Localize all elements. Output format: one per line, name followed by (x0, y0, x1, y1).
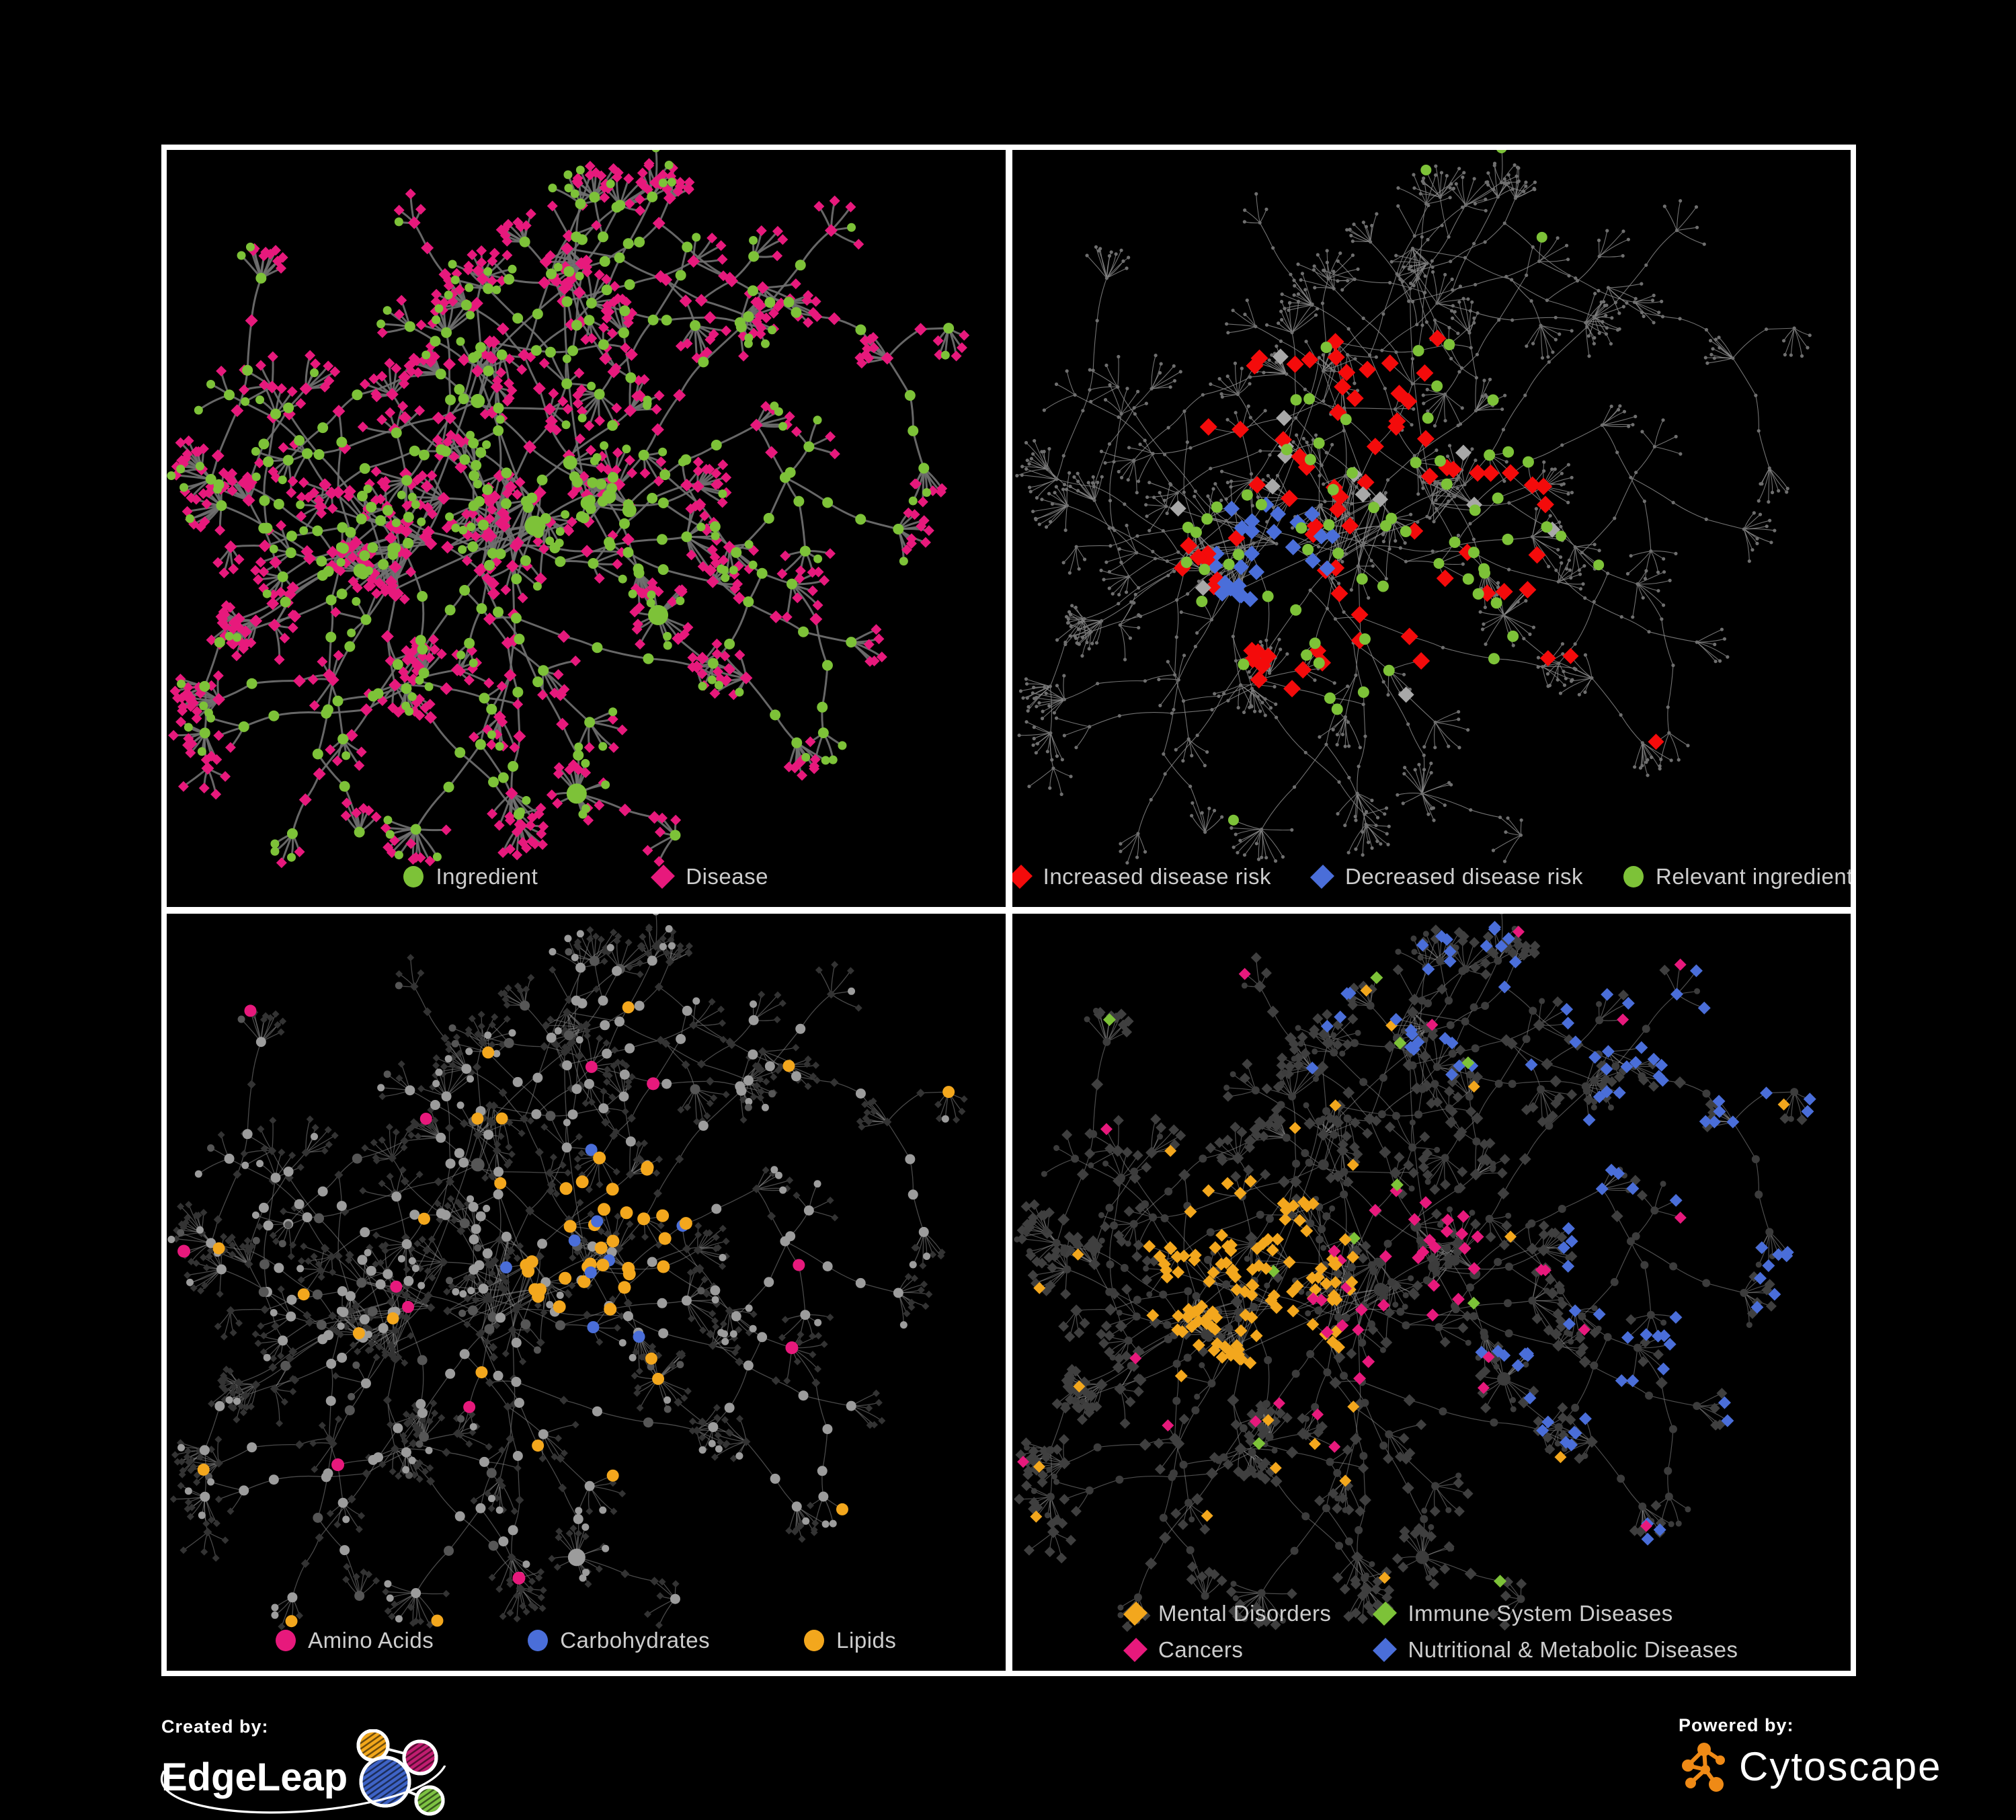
created-by-label: Created by: (161, 1716, 269, 1737)
legend-label: Lipids (836, 1628, 897, 1653)
legend-marker-circle (528, 1630, 549, 1651)
network-graph-ingredient-disease (167, 150, 970, 869)
legend-marker-diamond (1373, 1601, 1398, 1626)
panel-disease-risk: Increased disease risk Decreased disease … (1012, 150, 1851, 907)
legend-label: Ingredient (436, 864, 538, 889)
edgeleap-logo-block: Created by: EdgeLeap (161, 1716, 447, 1817)
panel-disease-classes: Mental Disorders Immune System Diseases Ca… (1012, 914, 1851, 1671)
legend-item-increased-disease-risk: Increased disease risk (1012, 864, 1271, 889)
legend-disease-classes: Mental Disorders Immune System Diseases Ca… (1123, 1601, 1738, 1663)
cytoscape-network-icon (1682, 1743, 1725, 1792)
legend-item-amino-acids: Amino Acids (276, 1628, 434, 1653)
legend-label: Mental Disorders (1158, 1601, 1332, 1626)
legend-item-lipids: Lipids (804, 1628, 896, 1653)
legend-label: Relevant ingredient (1655, 864, 1851, 889)
legend-disease-risk: Increased disease risk Decreased disease … (1012, 864, 1851, 889)
legend-item-cancers: Cancers (1123, 1637, 1331, 1663)
legend-label: Amino Acids (308, 1628, 434, 1653)
legend-label: Nutritional & Metabolic Diseases (1408, 1637, 1738, 1662)
network-graph-disease-classes (1013, 914, 1816, 1632)
legend-marker-diamond (1309, 865, 1334, 889)
legend-label: Decreased disease risk (1344, 864, 1583, 889)
powered-by-label: Powered by: (1679, 1715, 1794, 1735)
legend-label: Disease (686, 864, 768, 889)
legend-item-decreased-disease-risk: Decreased disease risk (1309, 864, 1583, 889)
legend-marker-diamond (1123, 1638, 1148, 1662)
legend-marker-diamond (1373, 1638, 1398, 1662)
legend-ingredient-disease: Ingredient Disease (167, 864, 1006, 889)
legend-marker-circle (276, 1630, 296, 1651)
legend-item-ingredient: Ingredient (403, 864, 538, 889)
legend-nutrient-classes: Amino Acids Carbohydrates Lipids (167, 1628, 1006, 1653)
legend-item-carbohydrates: Carbohydrates (528, 1628, 710, 1653)
cytoscape-wordmark: Cytoscape (1739, 1744, 1942, 1789)
cytoscape-logo-block: Powered by: (1679, 1715, 1941, 1795)
legend-item-nutritional-metabolic-diseases: Nutritional & Metabolic Diseases (1373, 1637, 1738, 1663)
legend-marker-diamond (1012, 865, 1033, 889)
legend-label: Immune System Diseases (1408, 1601, 1673, 1626)
legend-item-immune-system-diseases: Immune System Diseases (1373, 1601, 1738, 1626)
legend-label: Carbohydrates (560, 1628, 711, 1653)
legend-item-relevant-ingredient: Relevant ingredient (1623, 864, 1851, 889)
legend-item-disease: Disease (651, 864, 768, 889)
panel-ingredient-disease: Ingredient Disease (167, 150, 1006, 907)
legend-marker-diamond (651, 865, 676, 889)
legend-label: Cancers (1158, 1637, 1244, 1662)
network-graph-nutrient-classes (167, 914, 968, 1630)
legend-marker-circle (403, 866, 424, 887)
network-graph-disease-risk (1014, 150, 1812, 865)
panel-nutrient-classes: Amino Acids Carbohydrates Lipids (167, 914, 1006, 1671)
legend-label: Increased disease risk (1043, 864, 1271, 889)
legend-marker-circle (804, 1630, 825, 1651)
legend-item-mental-disorders: Mental Disorders (1123, 1601, 1332, 1626)
legend-marker-diamond (1123, 1601, 1148, 1626)
edgeleap-network-icon (356, 1729, 445, 1816)
panel-grid: Ingredient Disease Increased disease risk… (161, 145, 1856, 1676)
edgeleap-wordmark: EdgeLeap (161, 1755, 348, 1799)
legend-marker-circle (1623, 866, 1644, 887)
